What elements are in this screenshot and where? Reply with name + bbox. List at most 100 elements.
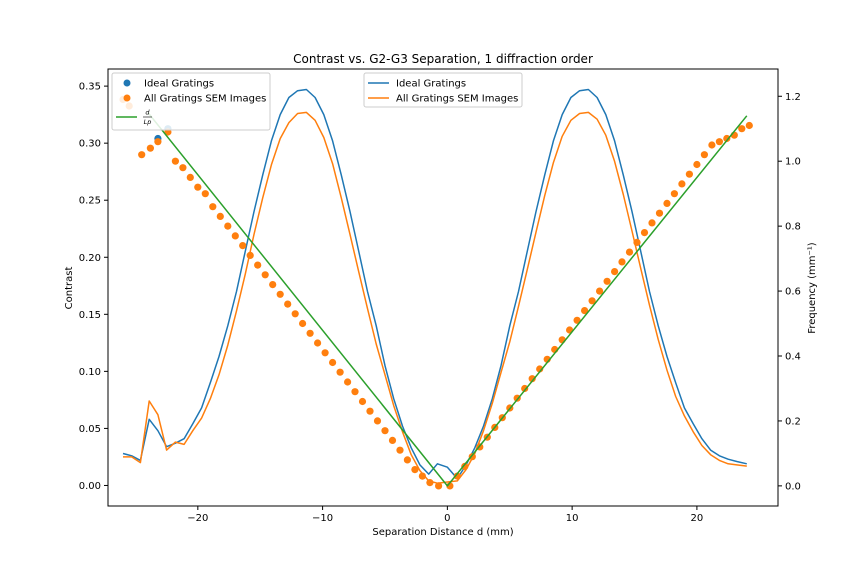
data-point-all-gratings-sem-images (276, 290, 284, 298)
x-axis-label: Separation Distance d (mm) (372, 527, 513, 538)
data-point-all-gratings-sem-images (715, 138, 724, 146)
svg-text:d: d (145, 109, 150, 117)
data-point-all-gratings-sem-images (655, 209, 664, 217)
legend-left-label-ratio: d Lp (143, 109, 152, 126)
data-point-all-gratings-sem-images (596, 287, 604, 295)
data-point-all-gratings-sem-images (254, 261, 262, 269)
data-point-all-gratings-sem-images (573, 316, 581, 324)
y-right-tick-label: 0.8 (785, 222, 801, 233)
data-point-all-gratings-sem-images (588, 297, 596, 305)
data-point-all-gratings-sem-images (536, 365, 544, 373)
data-point-all-gratings-sem-images (528, 375, 536, 383)
data-point-all-gratings-sem-images (231, 232, 239, 240)
legend-left-marker-ideal (123, 79, 131, 87)
x-tick-label: 20 (691, 513, 704, 524)
x-tick-label: 0 (444, 513, 450, 524)
data-point-all-gratings-sem-images (678, 180, 686, 188)
legend-left-label-ideal: Ideal Gratings (144, 79, 214, 90)
data-point-all-gratings-sem-images (171, 157, 179, 165)
data-point-all-gratings-sem-images (603, 277, 611, 285)
data-point-all-gratings-sem-images (329, 358, 337, 367)
legend-center: Ideal Gratings All Gratings SEM Images (363, 72, 523, 108)
data-point-all-gratings-sem-images (186, 173, 194, 181)
data-point-all-gratings-sem-images (396, 446, 404, 454)
data-point-all-gratings-sem-images (194, 183, 202, 191)
x-tick-label: −10 (312, 513, 333, 524)
data-point-all-gratings-sem-images (381, 427, 389, 435)
data-point-all-gratings-sem-images (581, 307, 589, 315)
data-point-all-gratings-sem-images (224, 222, 232, 230)
data-point-all-gratings-sem-images (640, 229, 649, 237)
data-point-all-gratings-sem-images (284, 300, 292, 308)
y-left-tick-label: 0.35 (79, 82, 101, 93)
y-left-tick-label: 0.15 (79, 310, 101, 321)
series-line-d-l-p-right (147, 112, 748, 487)
data-point-all-gratings-sem-images (618, 258, 626, 266)
y-right-tick-label: 0.2 (785, 416, 801, 427)
y-axis-label-left: Contrast (64, 267, 75, 310)
data-point-all-gratings-sem-images (611, 268, 619, 276)
y-right-tick-label: 0.6 (785, 287, 801, 298)
data-point-all-gratings-sem-images (299, 319, 307, 328)
data-point-all-gratings-sem-images (411, 466, 419, 474)
legend-center-box (363, 72, 523, 108)
data-point-all-gratings-sem-images (351, 388, 359, 396)
data-point-all-gratings-sem-images (261, 271, 269, 279)
data-point-all-gratings-sem-images (344, 378, 352, 386)
data-point-all-gratings-sem-images (239, 242, 247, 250)
data-point-all-gratings-sem-images (403, 456, 411, 464)
data-point-all-gratings-sem-images (670, 190, 679, 198)
data-point-all-gratings-sem-images (435, 482, 443, 490)
data-point-all-gratings-sem-images (521, 384, 529, 393)
data-point-all-gratings-sem-images (418, 472, 426, 480)
data-point-all-gratings-sem-images (625, 248, 634, 256)
data-point-all-gratings-sem-images (179, 164, 187, 172)
legend-left: Ideal Gratings All Gratings SEM Images d… (111, 72, 271, 131)
data-point-all-gratings-sem-images (336, 368, 344, 376)
data-point-all-gratings-sem-images (154, 138, 162, 146)
legend-center-label-sem: All Gratings SEM Images (396, 94, 518, 105)
data-point-all-gratings-sem-images (291, 310, 299, 318)
y-left-tick-label: 0.10 (79, 367, 101, 378)
chart-title: Contrast vs. G2-G3 Separation, 1 diffrac… (293, 52, 593, 66)
legend-center-label-ideal: Ideal Gratings (396, 79, 466, 90)
y-left-tick-label: 0.25 (79, 196, 101, 207)
data-point-all-gratings-sem-images (358, 397, 367, 406)
data-point-all-gratings-sem-images (138, 151, 146, 159)
svg-text:Lp: Lp (144, 118, 152, 126)
y-right-tick-label: 0.4 (785, 352, 801, 363)
data-point-all-gratings-sem-images (708, 141, 716, 149)
data-point-all-gratings-sem-images (723, 134, 731, 143)
data-point-all-gratings-sem-images (269, 281, 277, 289)
data-point-all-gratings-sem-images (648, 219, 656, 227)
data-point-all-gratings-sem-images (745, 121, 753, 130)
y-axis-label-right: Frequency (mm⁻¹) (807, 242, 818, 334)
data-point-all-gratings-sem-images (388, 436, 397, 444)
y-left-tick-label: 0.30 (79, 139, 101, 150)
data-point-all-gratings-sem-images (693, 160, 701, 169)
legend-left-label-sem: All Gratings SEM Images (144, 94, 266, 105)
data-point-all-gratings-sem-images (663, 199, 671, 207)
plot-area (119, 88, 753, 490)
y-left-tick-label: 0.05 (79, 424, 101, 435)
data-point-all-gratings-sem-images (201, 190, 209, 198)
data-point-all-gratings-sem-images (633, 238, 641, 246)
y-axis-right-ticks: 0.0 0.2 0.4 0.6 0.8 1.0 1.2 (778, 92, 801, 492)
data-point-all-gratings-sem-images (738, 125, 746, 133)
x-tick-label: 10 (566, 513, 579, 524)
data-point-all-gratings-sem-images (461, 462, 469, 470)
y-right-tick-label: 1.0 (785, 157, 801, 168)
data-point-all-gratings-sem-images (426, 479, 434, 487)
legend-left-marker-sem (123, 94, 131, 102)
data-point-all-gratings-sem-images (216, 212, 224, 220)
data-point-all-gratings-sem-images (453, 472, 461, 480)
data-point-all-gratings-sem-images (246, 251, 254, 259)
data-point-all-gratings-sem-images (366, 407, 374, 415)
data-point-all-gratings-sem-images (321, 349, 329, 357)
legend-left-box (111, 72, 271, 131)
y-right-tick-label: 0.0 (785, 481, 801, 492)
data-point-all-gratings-sem-images (209, 203, 217, 211)
data-point-all-gratings-sem-images (314, 339, 322, 347)
y-left-tick-label: 0.00 (79, 481, 101, 492)
